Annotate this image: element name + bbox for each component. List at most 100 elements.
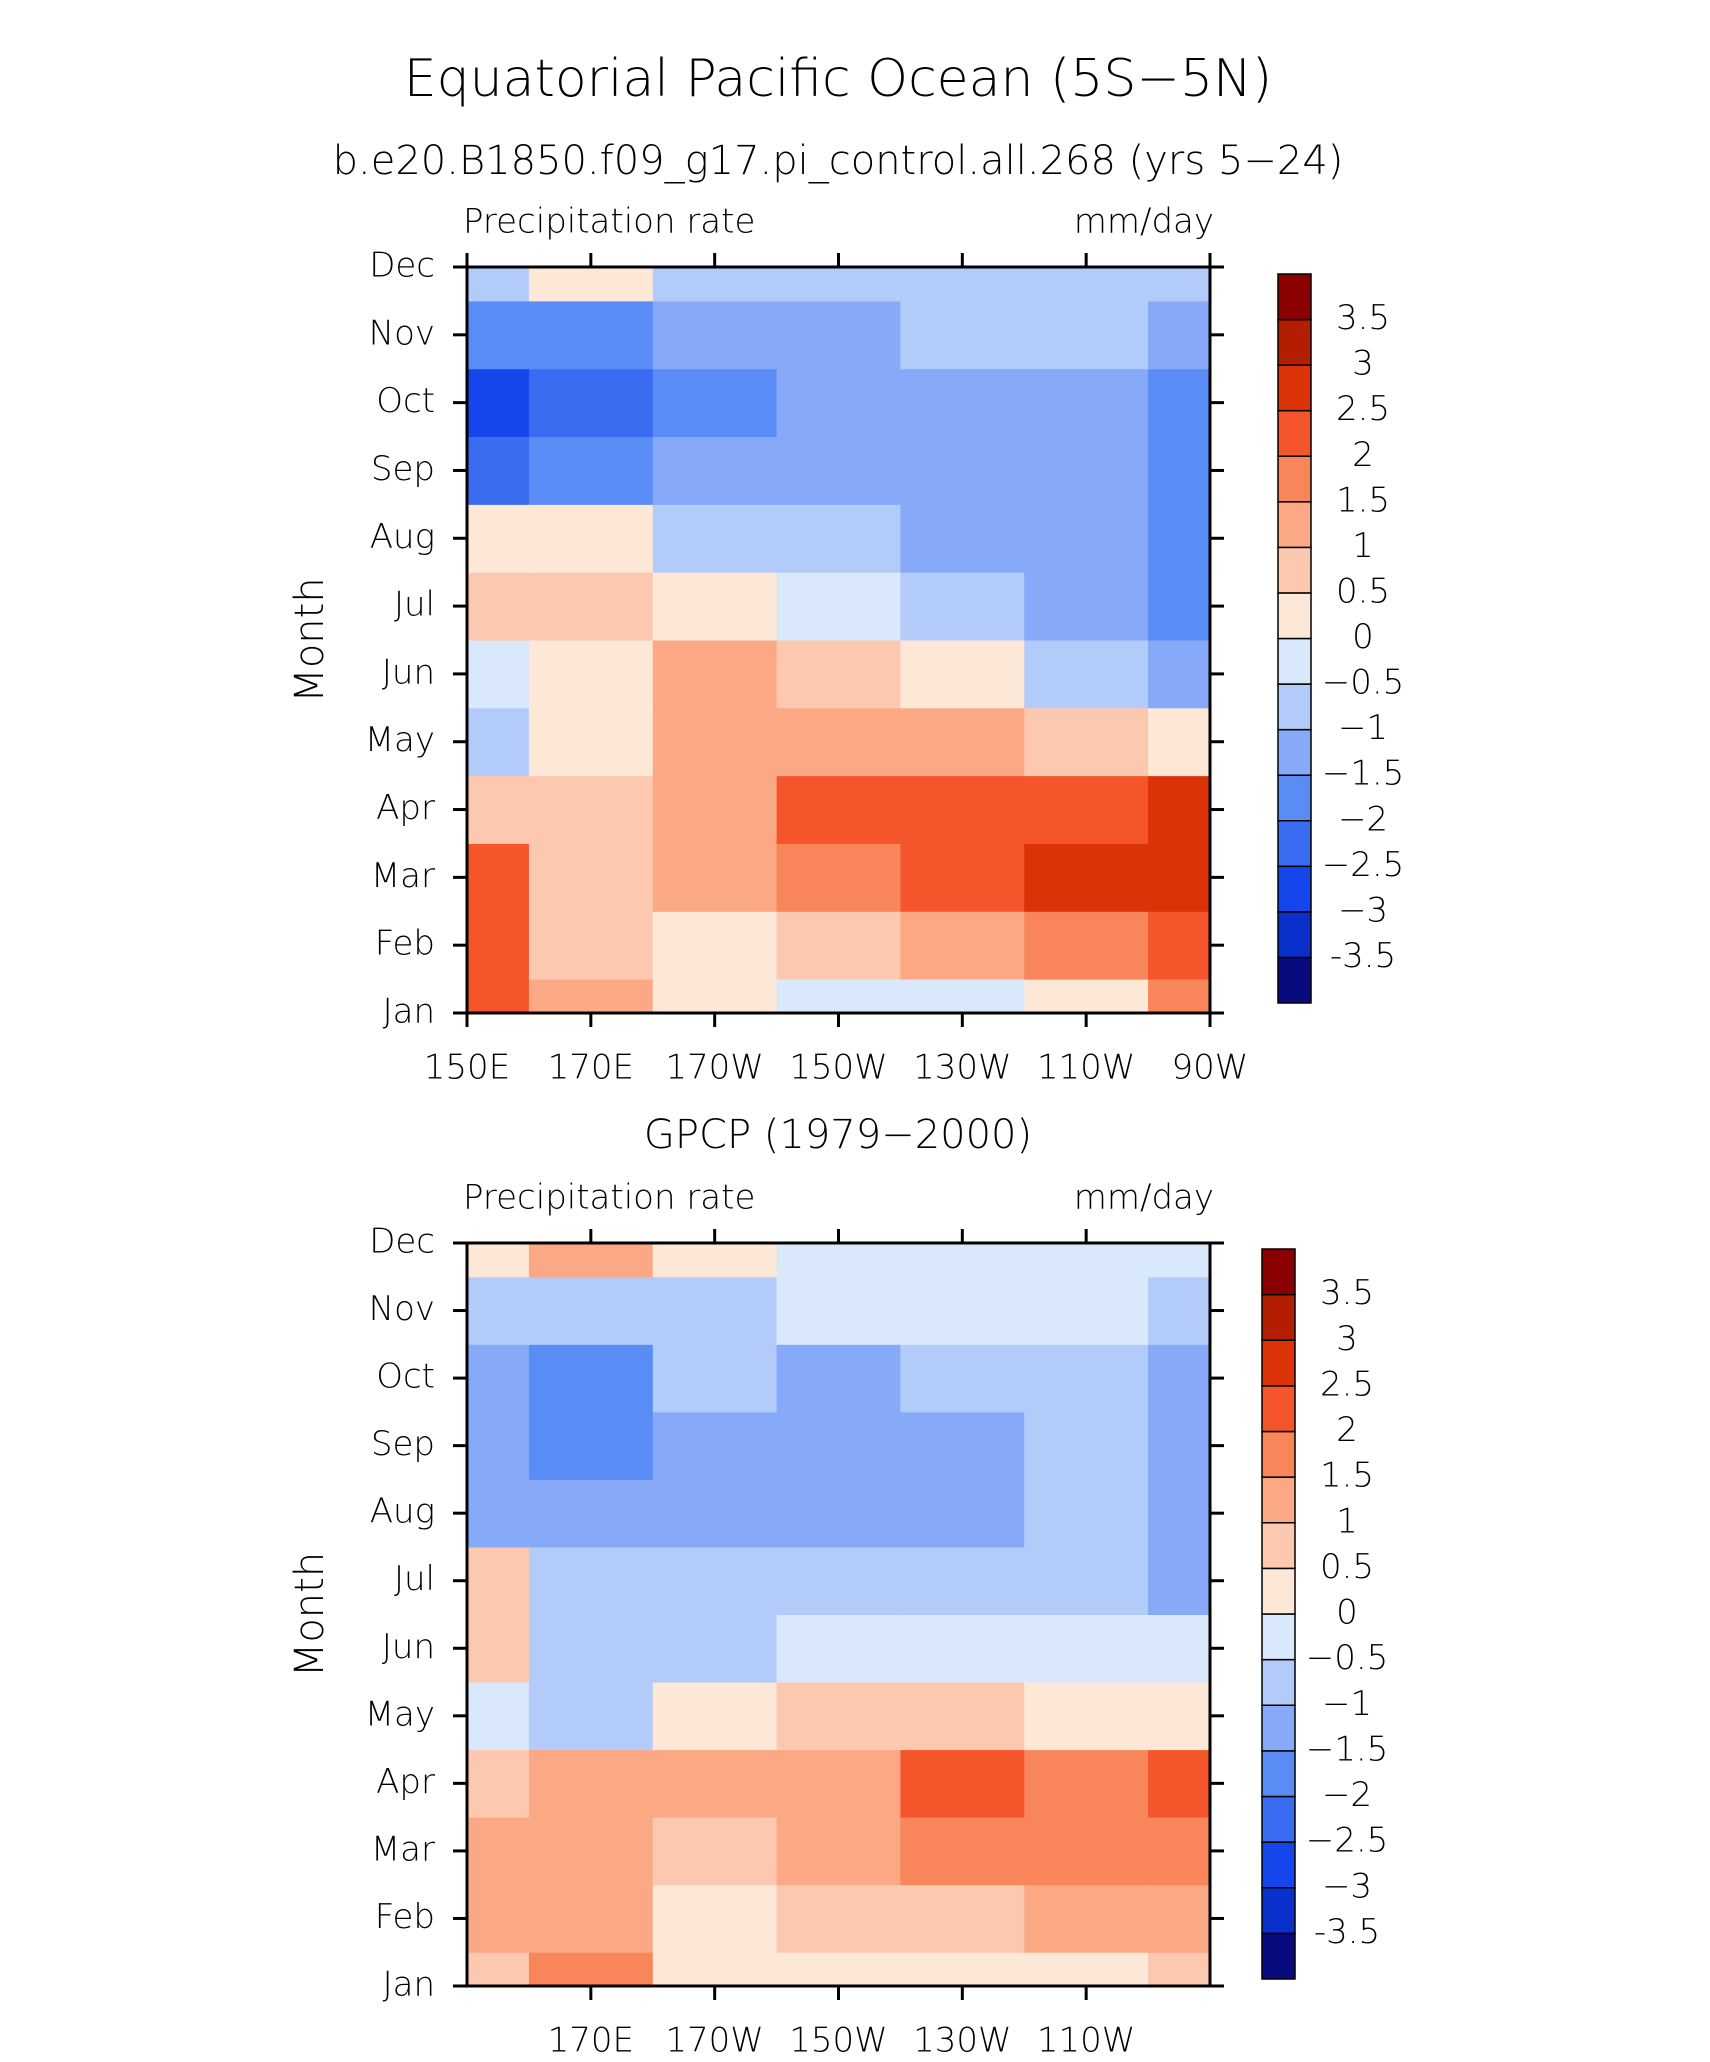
- contour-cell: [1024, 775, 1149, 844]
- contour-cell: [467, 1276, 530, 1345]
- y-tick-label: Apr: [376, 788, 435, 828]
- contour-cell: [528, 1411, 654, 1480]
- contour-cell: [1148, 775, 1211, 844]
- colorbar-box: [1277, 318, 1312, 366]
- colorbar-box: [1277, 546, 1312, 594]
- contour-cell: [528, 707, 654, 777]
- right-label: mm/day: [1074, 202, 1214, 242]
- contour-cell: [467, 911, 530, 980]
- contour-cell: [1024, 1749, 1149, 1818]
- colorbar-box: [1261, 1476, 1296, 1524]
- colorbar-box: [1277, 774, 1312, 822]
- contour-cell: [528, 504, 654, 573]
- contour-cell: [776, 504, 901, 573]
- contour-cell: [467, 436, 530, 505]
- contour-cell: [528, 267, 654, 302]
- colorbar-label: 1: [1336, 1501, 1358, 1541]
- left-label: Precipitation rate: [463, 202, 755, 242]
- contour-cell: [467, 1243, 530, 1278]
- colorbar-label: 0: [1336, 1593, 1358, 1633]
- colorbar-label: 0: [1352, 617, 1374, 657]
- contour-cell: [1148, 1682, 1211, 1751]
- contour-cell: [528, 640, 654, 709]
- colorbar-label: 0.5: [1320, 1547, 1374, 1587]
- contour-cell: [900, 1817, 1025, 1886]
- contour-cell: [1148, 843, 1211, 912]
- colorbar-box: [1277, 455, 1312, 503]
- colorbar-label: −0.5: [1306, 1638, 1389, 1678]
- contour-cell: [1024, 1411, 1149, 1480]
- y-tick-label: Dec: [369, 1222, 435, 1262]
- contour-cell: [467, 1817, 530, 1886]
- contour-cell: [1024, 911, 1149, 980]
- x-tick-label: 150W: [789, 1048, 888, 1088]
- colorbar-box: [1277, 728, 1312, 776]
- contour-cell: [1148, 1243, 1211, 1278]
- contour-cell: [1148, 1952, 1211, 1987]
- y-tick-label: May: [365, 720, 435, 760]
- contour-cell: [1024, 436, 1149, 505]
- colorbar-label: −3: [1322, 1866, 1372, 1906]
- y-tick-label: Sep: [371, 449, 435, 489]
- contour-cell: [900, 300, 1025, 370]
- colorbar-label: 3: [1352, 344, 1374, 384]
- contour-cell: [1148, 640, 1211, 709]
- contour-cell: [1148, 1614, 1211, 1683]
- contour-cell: [776, 843, 901, 912]
- colorbar-box: [1261, 1385, 1296, 1433]
- contour-cell: [776, 640, 901, 709]
- contour-cell: [467, 1884, 530, 1953]
- colorbar-label: -3.5: [1314, 1912, 1380, 1952]
- contour-cell: [1148, 572, 1211, 641]
- contour-cell: [900, 1546, 1025, 1615]
- contour-cell: [776, 1952, 901, 1987]
- contour-cell: [1148, 1276, 1211, 1345]
- colorbar-label: −1.5: [1306, 1729, 1389, 1769]
- contour-cell: [776, 911, 901, 980]
- contour-cell: [528, 1614, 654, 1683]
- contour-cell: [528, 1952, 654, 1987]
- contour-cell: [1148, 911, 1211, 980]
- contour-cell: [528, 1479, 654, 1548]
- y-tick-label: Feb: [375, 924, 435, 964]
- y-tick-label: Jun: [382, 652, 435, 692]
- contour-cell: [1024, 1952, 1149, 1987]
- contour-cell: [776, 707, 901, 777]
- y-tick-label: Feb: [375, 1897, 435, 1937]
- contour-cell: [900, 911, 1025, 980]
- contour-cell: [900, 1344, 1025, 1413]
- contour-cell: [528, 1344, 654, 1413]
- x-tick-label: 150E: [424, 1048, 510, 1088]
- colorbar-label: −1: [1322, 1684, 1372, 1724]
- contour-cell: [900, 1952, 1025, 1987]
- contour-cell: [1024, 1344, 1149, 1413]
- colorbar-box: [1277, 865, 1312, 913]
- contour-cell: [1024, 300, 1149, 370]
- contour-cell: [528, 436, 654, 505]
- contour-cell: [528, 1749, 654, 1818]
- contour-cell: [900, 1749, 1025, 1818]
- contour-cell: [528, 1884, 654, 1953]
- contour-cell: [900, 1682, 1025, 1751]
- contour-cell: [652, 707, 778, 777]
- contour-cell: [1024, 1546, 1149, 1615]
- contour-cell: [1024, 843, 1149, 912]
- contour-cell: [776, 368, 901, 438]
- colorbar-box: [1277, 911, 1312, 959]
- contour-cell: [1148, 1479, 1211, 1548]
- contour-cell: [1024, 1817, 1149, 1886]
- contour-cell: [900, 1411, 1025, 1480]
- contour-cell: [776, 436, 901, 505]
- contour-cell: [467, 707, 530, 777]
- contour-cell: [776, 1817, 901, 1886]
- y-tick-label: Mar: [371, 856, 435, 896]
- contour-cell: [467, 1682, 530, 1751]
- y-tick-label: Oct: [376, 1357, 435, 1397]
- contour-cell: [467, 775, 530, 844]
- colorbar-box: [1261, 1932, 1296, 1980]
- contour-cell: [467, 1479, 530, 1548]
- contour-cell: [1024, 504, 1149, 573]
- contour-cell: [776, 775, 901, 844]
- colorbar-label: 2.5: [1320, 1364, 1374, 1404]
- contour-cell: [467, 368, 530, 438]
